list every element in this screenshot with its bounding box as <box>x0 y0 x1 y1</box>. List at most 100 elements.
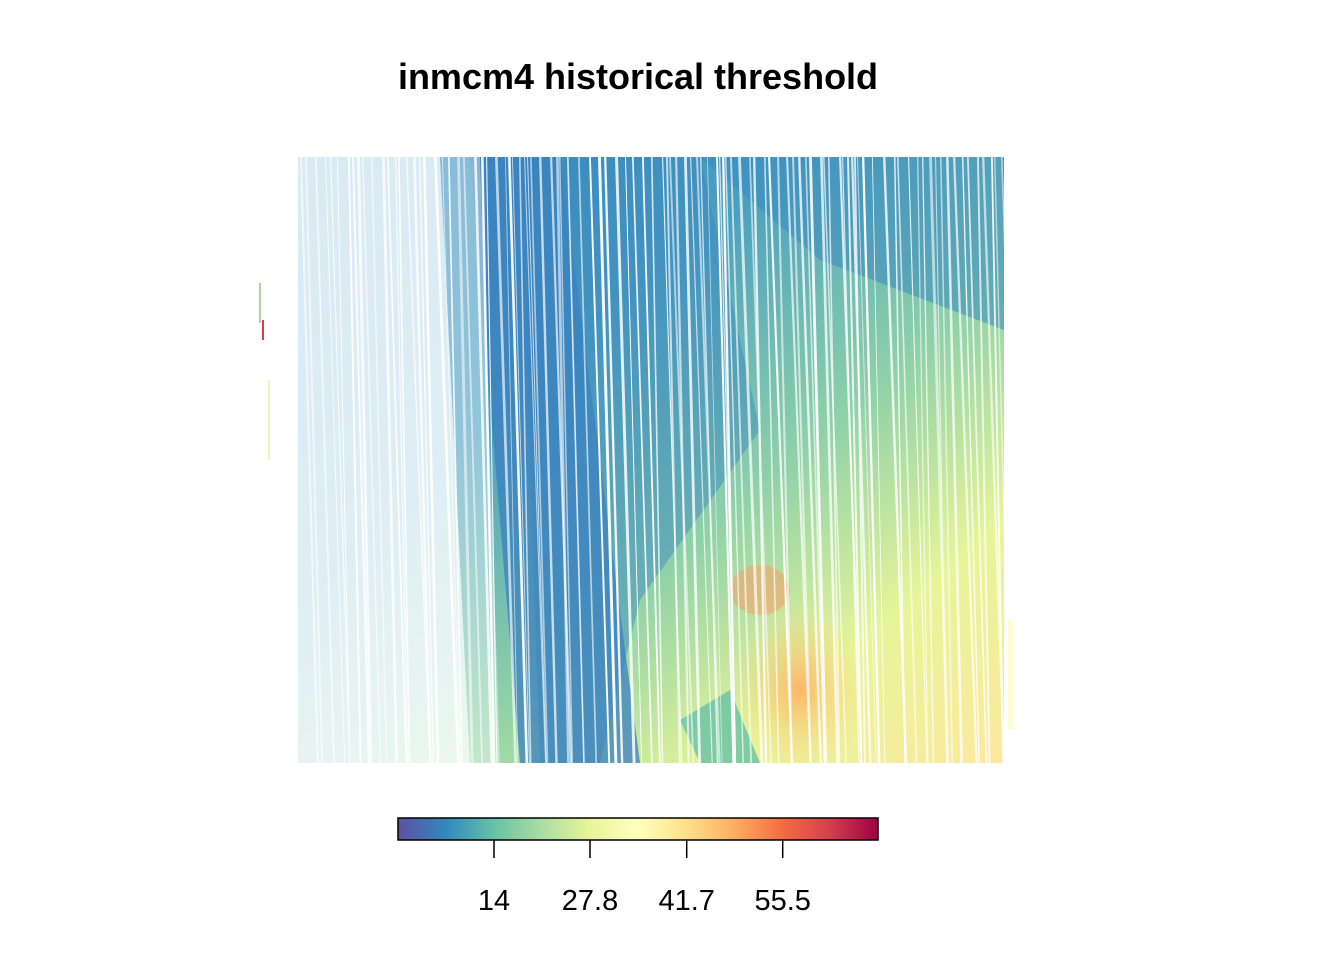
swath-gap <box>730 157 753 763</box>
cool-top-right <box>700 157 1004 330</box>
swath-gap <box>967 157 988 763</box>
swath-gap <box>953 157 978 763</box>
swath-gap <box>946 157 963 763</box>
swath-gap <box>330 157 351 763</box>
colorbar-ramp <box>397 817 879 841</box>
swath-gap <box>423 157 440 763</box>
swath-gap <box>530 157 549 763</box>
swath-gap <box>991 157 1004 763</box>
swath-gap <box>935 157 948 763</box>
swath-gap <box>842 157 860 763</box>
swath-gap <box>792 157 812 763</box>
swath-gap <box>325 157 346 763</box>
edge-pixels-red <box>262 320 264 340</box>
swath-gap <box>632 157 653 763</box>
edge-pixels-right <box>1008 620 1014 730</box>
swath-gap <box>615 157 636 763</box>
swath-gap <box>508 157 529 763</box>
swath-gap <box>371 157 388 763</box>
colorbar-ticks: 14 27.8 41.7 55.5 <box>478 840 811 917</box>
swath-gap <box>559 157 574 763</box>
swath-gap <box>897 157 918 763</box>
swath-gap <box>474 157 494 763</box>
swath-gap <box>539 157 558 763</box>
swath-gap <box>434 157 460 763</box>
swath-gap <box>872 157 886 763</box>
swath-gap <box>463 157 483 763</box>
swath-gap <box>823 157 847 763</box>
swath-gap <box>527 157 547 763</box>
swath-gap <box>362 157 382 763</box>
swath-gap <box>798 157 823 763</box>
swath-gap <box>413 157 432 763</box>
swath-gap <box>675 157 690 763</box>
colorbar-tick-label: 41.7 <box>658 885 714 917</box>
colorbar-tick-label: 27.8 <box>562 885 618 917</box>
swath-gap <box>524 157 547 763</box>
swath-gap <box>786 157 812 763</box>
colorbar-tick-label: 14 <box>478 885 510 917</box>
swath-gap <box>982 157 1004 763</box>
edge-pixels-yellow <box>268 380 270 460</box>
swath-gap <box>598 157 618 763</box>
swath-gap <box>486 157 498 763</box>
swath-gap <box>940 157 954 763</box>
swath-gap <box>805 157 826 763</box>
swath-gap <box>738 157 764 763</box>
swath-gap <box>505 157 519 763</box>
swath-gap <box>642 157 661 763</box>
swath-gaps <box>300 157 1004 763</box>
swath-gap <box>857 157 877 763</box>
swath-gap <box>922 157 935 763</box>
swath-gap <box>382 157 399 763</box>
swath-gap <box>753 157 768 763</box>
colorbar: 14 27.8 41.7 55.5 <box>397 817 879 917</box>
swath-gap <box>419 157 435 763</box>
swath-gap <box>315 157 335 763</box>
swath-gap <box>519 157 532 763</box>
swath-gap <box>495 157 517 763</box>
swath-gap <box>722 157 737 763</box>
swath-gap <box>481 157 496 763</box>
swath-gap <box>854 157 866 763</box>
edge-pixels <box>259 283 261 323</box>
swath-gap <box>406 157 431 763</box>
swath-gap <box>666 157 681 763</box>
swath-gap <box>883 157 908 763</box>
raster-field <box>298 157 1004 763</box>
colorbar-tick-label: 55.5 <box>754 885 810 917</box>
swath-gap <box>567 157 585 763</box>
swath-gap <box>716 157 735 763</box>
swath-gap <box>894 157 906 763</box>
swath-gap <box>700 157 719 763</box>
swath-gap <box>828 157 841 763</box>
swath-gap <box>578 157 598 763</box>
swath-gap <box>847 157 863 763</box>
swath-gap <box>398 157 411 763</box>
swath-gap <box>768 157 794 763</box>
swath-gap <box>696 157 721 763</box>
swath-gap <box>395 157 409 763</box>
swath-gap <box>809 157 828 763</box>
swath-gap <box>300 157 319 763</box>
swath-gap <box>851 157 872 763</box>
swath-gap <box>348 157 362 763</box>
swath-gap <box>917 157 929 763</box>
swath-gap <box>387 157 408 763</box>
chart-title: inmcm4 historical threshold <box>397 56 879 97</box>
swath-gap <box>707 157 723 763</box>
swath-gap <box>1001 157 1004 248</box>
swath-gap <box>690 157 713 763</box>
swath-gap <box>352 157 370 763</box>
swath-gap <box>589 157 611 763</box>
swath-gap <box>962 157 980 763</box>
swath-gap <box>725 157 744 763</box>
swath-gap <box>684 157 702 763</box>
swath-gap <box>357 157 373 763</box>
swath-gap <box>862 157 881 763</box>
swath-gap <box>604 157 624 763</box>
swath-gap <box>977 157 991 763</box>
swath-gap <box>457 157 474 763</box>
swath-gap <box>448 157 463 763</box>
